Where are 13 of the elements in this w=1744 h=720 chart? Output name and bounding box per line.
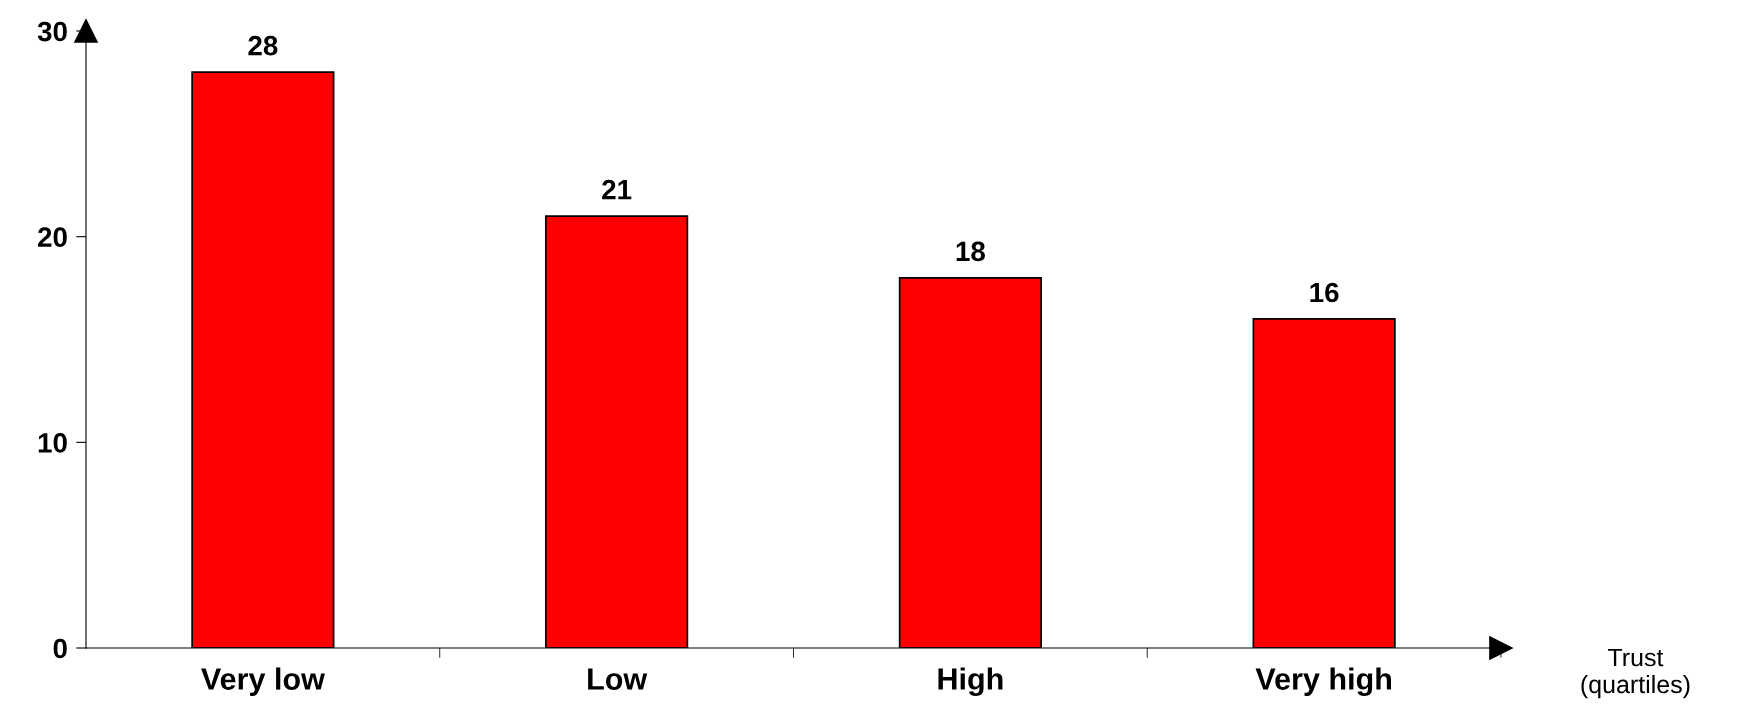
y-tick-label: 30	[37, 21, 67, 42]
x-tick-label: High	[938, 667, 1003, 697]
x-tick-label: Very high	[1255, 667, 1392, 697]
data-label: 21	[602, 179, 632, 200]
x-tick-label: Very low	[201, 667, 325, 696]
data-label: 28	[248, 35, 278, 56]
y-tick-label: 10	[38, 433, 67, 453]
x-axis-title: Trust (quartiles)	[1581, 648, 1690, 699]
y-tick-label: 0	[53, 638, 67, 659]
data-label: 18	[956, 241, 985, 262]
y-tick-label: 20	[38, 227, 67, 248]
x-tick-label: Low	[588, 668, 648, 690]
data-label: 16	[1310, 282, 1339, 303]
